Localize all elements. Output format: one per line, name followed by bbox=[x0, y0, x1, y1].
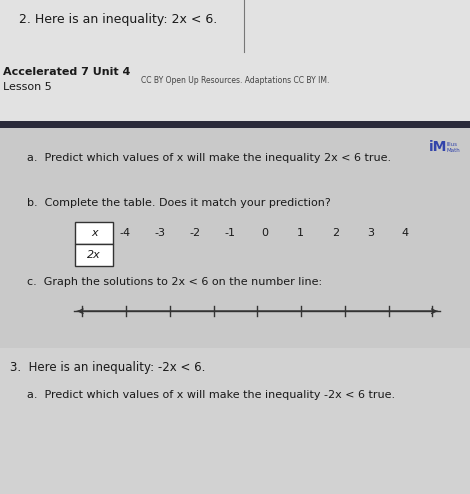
Text: 2. Here is an inequality: 2x < 6.: 2. Here is an inequality: 2x < 6. bbox=[19, 13, 217, 26]
Text: 4: 4 bbox=[402, 228, 409, 238]
Bar bbox=[0, 348, 470, 494]
Text: b.  Complete the table. Does it match your prediction?: b. Complete the table. Does it match you… bbox=[27, 198, 331, 207]
Text: 3.  Here is an inequality: -2x < 6.: 3. Here is an inequality: -2x < 6. bbox=[10, 361, 206, 373]
Text: -1: -1 bbox=[225, 228, 235, 238]
Text: Lesson 5: Lesson 5 bbox=[3, 82, 52, 91]
Bar bbox=[75, 222, 113, 244]
Text: iM: iM bbox=[429, 140, 447, 154]
Bar bbox=[0, 128, 470, 494]
Text: 0: 0 bbox=[262, 228, 269, 238]
Text: Illus
Math: Illus Math bbox=[446, 142, 460, 153]
Bar bbox=[75, 244, 113, 266]
Text: 1: 1 bbox=[297, 228, 304, 238]
Text: a.  Predict which values of x will make the inequality -2x < 6 true.: a. Predict which values of x will make t… bbox=[27, 390, 395, 400]
Text: -3: -3 bbox=[155, 228, 166, 238]
Text: -2: -2 bbox=[189, 228, 201, 238]
Text: 2: 2 bbox=[332, 228, 339, 238]
Text: CC BY Open Up Resources. Adaptations CC BY IM.: CC BY Open Up Resources. Adaptations CC … bbox=[141, 76, 329, 84]
Text: x: x bbox=[91, 228, 97, 238]
Text: c.  Graph the solutions to 2x < 6 on the number line:: c. Graph the solutions to 2x < 6 on the … bbox=[27, 277, 322, 287]
Text: 3: 3 bbox=[367, 228, 374, 238]
Text: Accelerated 7 Unit 4: Accelerated 7 Unit 4 bbox=[3, 67, 130, 77]
Text: a.  Predict which values of x will make the inequality 2x < 6 true.: a. Predict which values of x will make t… bbox=[27, 153, 392, 163]
Bar bbox=[0, 121, 470, 128]
Bar bbox=[0, 0, 470, 121]
Text: 2x: 2x bbox=[87, 250, 101, 260]
Text: -4: -4 bbox=[120, 228, 131, 238]
